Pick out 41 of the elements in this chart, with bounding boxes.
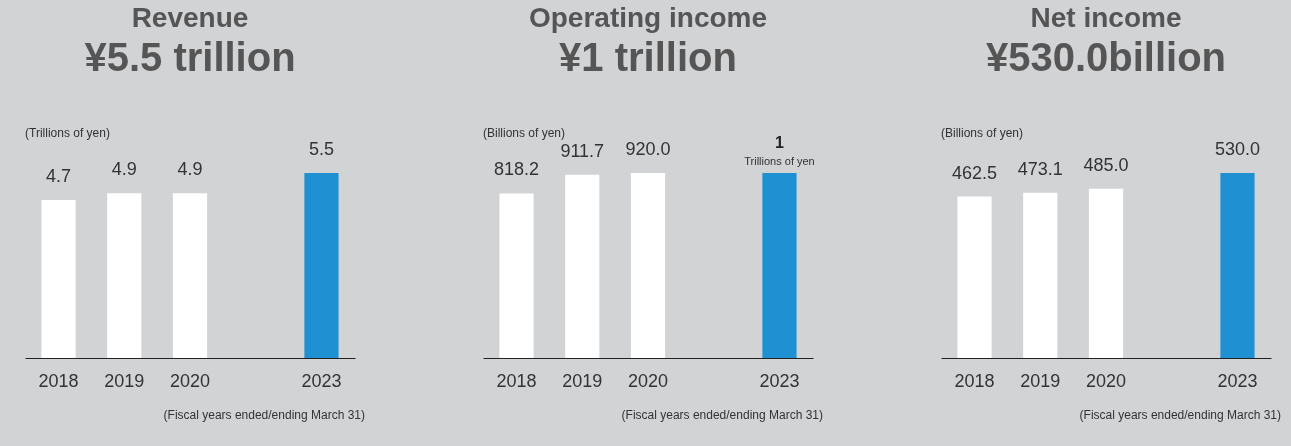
- bar: [1088, 188, 1124, 358]
- text: (Fiscal years ended/ending March 31): [163, 408, 365, 422]
- data-label: 818.2: [494, 159, 540, 180]
- text: (Fiscal years ended/ending March 31): [1079, 408, 1281, 422]
- chart-title: Operating income: [528, 2, 768, 33]
- data-label: 920.0: [625, 139, 671, 159]
- x-tick-label: 2019: [104, 370, 145, 391]
- x-tick-label: 2019: [562, 370, 603, 391]
- y-axis-title: (Trillions of yen): [25, 126, 110, 140]
- bar: [957, 196, 992, 358]
- x-tick-label: 2019: [1020, 370, 1061, 391]
- chart-subtitle: ¥1 trillion: [559, 35, 737, 79]
- data-label: 4.7: [46, 165, 72, 186]
- data-label: 911.7: [560, 140, 605, 161]
- data-label: 462.5: [952, 162, 998, 183]
- bar: [1220, 173, 1255, 358]
- series-label: Trillions of yen: [744, 155, 815, 167]
- data-label: 4.9: [111, 159, 137, 180]
- data-label: 5.5: [308, 139, 334, 159]
- x-tick-label: 2020: [169, 370, 211, 391]
- x-tick-label: 2023: [759, 370, 800, 391]
- bar: [1023, 192, 1058, 358]
- data-label: 530.0: [1214, 139, 1260, 159]
- y-axis-title: (Billions of yen): [941, 126, 1024, 140]
- chart-subtitle: ¥530.0billion: [985, 35, 1227, 79]
- chart-subtitle: ¥5.5 trillion: [84, 35, 296, 79]
- x-tick-label: 2020: [627, 370, 669, 391]
- x-tick-label: 2018: [38, 370, 79, 391]
- x-tick-label: 2018: [954, 370, 995, 391]
- y-axis-title: (Billions of yen): [483, 126, 566, 140]
- x-tick-label: 2018: [496, 370, 537, 391]
- chart-title: Net income: [1030, 2, 1182, 33]
- data-label: 1: [775, 134, 785, 151]
- text: (Fiscal years ended/ending March 31): [621, 408, 823, 422]
- chart-title: Revenue: [131, 2, 249, 33]
- data-label: 4.9: [177, 159, 203, 180]
- data-label: 485.0: [1083, 154, 1129, 175]
- x-tick-label: 2023: [1217, 370, 1258, 391]
- x-tick-label: 2020: [1085, 370, 1127, 391]
- data-label: 473.1: [1017, 158, 1063, 179]
- x-tick-label: 2023: [301, 370, 342, 391]
